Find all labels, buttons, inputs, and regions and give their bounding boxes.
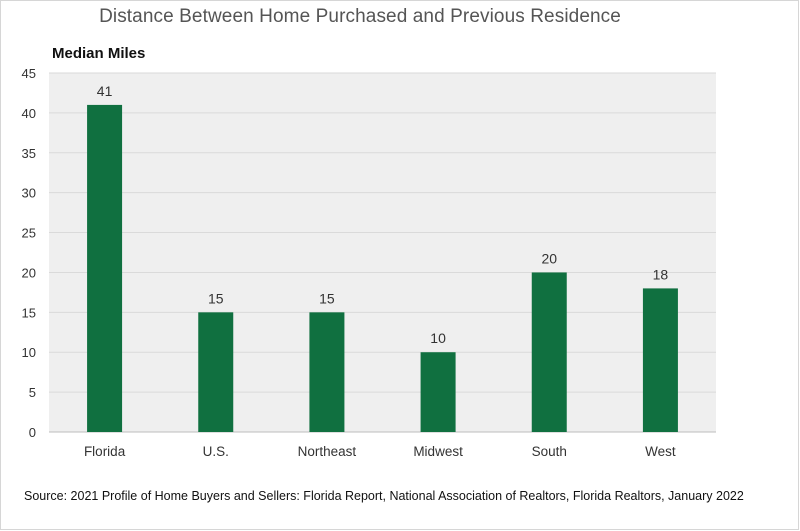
bar xyxy=(309,312,345,432)
data-label: 20 xyxy=(541,250,557,266)
bar xyxy=(642,288,678,432)
x-tick-label: Midwest xyxy=(413,444,463,459)
y-tick-label: 35 xyxy=(22,146,36,161)
x-tick-label: U.S. xyxy=(203,444,229,459)
y-tick-label: 45 xyxy=(22,66,36,81)
bar xyxy=(420,352,456,432)
bar-chart: 0 5 10 15 20 25 30 35 40 45 41 Florida 15 U.S. 15 North… xyxy=(22,66,716,459)
data-label: 15 xyxy=(208,290,224,306)
bar xyxy=(198,312,234,432)
data-label: 41 xyxy=(97,83,113,99)
y-tick-label: 0 xyxy=(29,425,36,440)
x-tick-label: Northeast xyxy=(298,444,357,459)
y-tick-label: 40 xyxy=(22,106,36,121)
bar xyxy=(531,272,567,432)
x-tick-label: Florida xyxy=(84,444,126,459)
y-axis-label: Median Miles xyxy=(52,45,146,62)
y-tick-label: 5 xyxy=(29,385,36,400)
bar xyxy=(87,104,123,433)
y-tick-label: 25 xyxy=(22,226,36,241)
y-tick-label: 10 xyxy=(22,345,36,360)
source-note: Source: 2021 Profile of Home Buyers and … xyxy=(24,489,744,503)
data-label: 15 xyxy=(319,290,335,306)
data-label: 10 xyxy=(430,330,446,346)
y-tick-label: 30 xyxy=(22,186,36,201)
y-tick-label: 15 xyxy=(22,305,36,320)
plot-area xyxy=(49,73,716,432)
data-label: 18 xyxy=(653,266,669,282)
y-tick-label: 20 xyxy=(22,265,36,280)
x-tick-label: West xyxy=(645,444,676,459)
chart-title: Distance Between Home Purchased and Prev… xyxy=(99,6,621,27)
x-tick-label: South xyxy=(532,444,567,459)
